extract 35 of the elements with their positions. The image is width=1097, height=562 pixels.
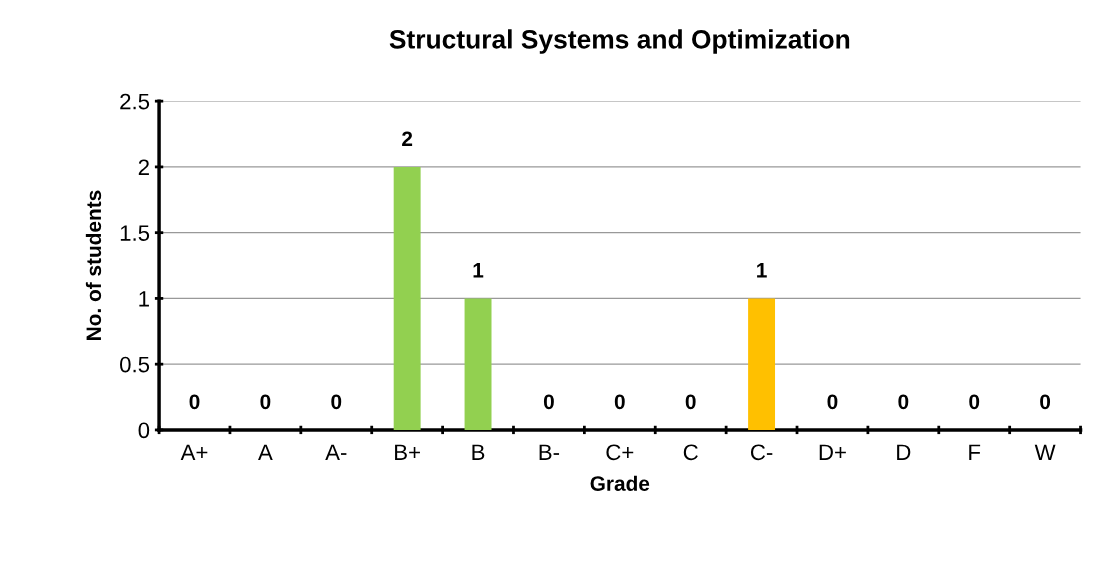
x-tick-label: C bbox=[683, 444, 698, 461]
y-tick-label: 1 bbox=[139, 291, 149, 307]
data-label: 0 bbox=[189, 394, 200, 410]
x-tick-label: A+ bbox=[180, 444, 208, 460]
y-tick-label: 0.5 bbox=[120, 356, 150, 373]
y-tick-label: 0 bbox=[138, 422, 150, 439]
data-label: 0 bbox=[969, 394, 980, 410]
x-tick-label: D+ bbox=[819, 444, 846, 460]
data-label: 0 bbox=[685, 394, 696, 410]
x-tick-label: C- bbox=[750, 444, 773, 461]
x-tick-label: B- bbox=[539, 444, 560, 460]
x-tick-label: W bbox=[1034, 444, 1056, 460]
y-tick-label: 1.5 bbox=[120, 225, 150, 241]
y-tick-label: 2 bbox=[138, 159, 149, 175]
data-label: 0 bbox=[827, 394, 838, 410]
x-tick-label: A bbox=[258, 444, 273, 460]
data-label: 2 bbox=[402, 131, 413, 146]
data-label: 0 bbox=[1040, 394, 1051, 410]
x-axis-title: Grade bbox=[590, 475, 650, 491]
x-tick-label: F bbox=[969, 444, 981, 460]
y-axis-title: No. of students bbox=[85, 190, 102, 340]
data-label: 0 bbox=[331, 394, 342, 410]
data-label: 0 bbox=[260, 394, 271, 410]
x-tick-label: B+ bbox=[395, 444, 420, 460]
x-tick-label: C+ bbox=[606, 444, 634, 461]
data-label: 1 bbox=[473, 263, 484, 278]
data-label: 1 bbox=[757, 263, 767, 278]
x-tick-label: A- bbox=[325, 444, 347, 460]
x-tick-label: B bbox=[472, 444, 485, 460]
data-label: 0 bbox=[614, 394, 625, 410]
y-tick-label: 2.5 bbox=[120, 93, 150, 110]
x-tick-label: D bbox=[897, 444, 911, 460]
chart-title: Structural Systems and Optimization bbox=[389, 29, 850, 54]
data-label: 0 bbox=[898, 394, 909, 410]
data-label: 0 bbox=[543, 394, 554, 410]
